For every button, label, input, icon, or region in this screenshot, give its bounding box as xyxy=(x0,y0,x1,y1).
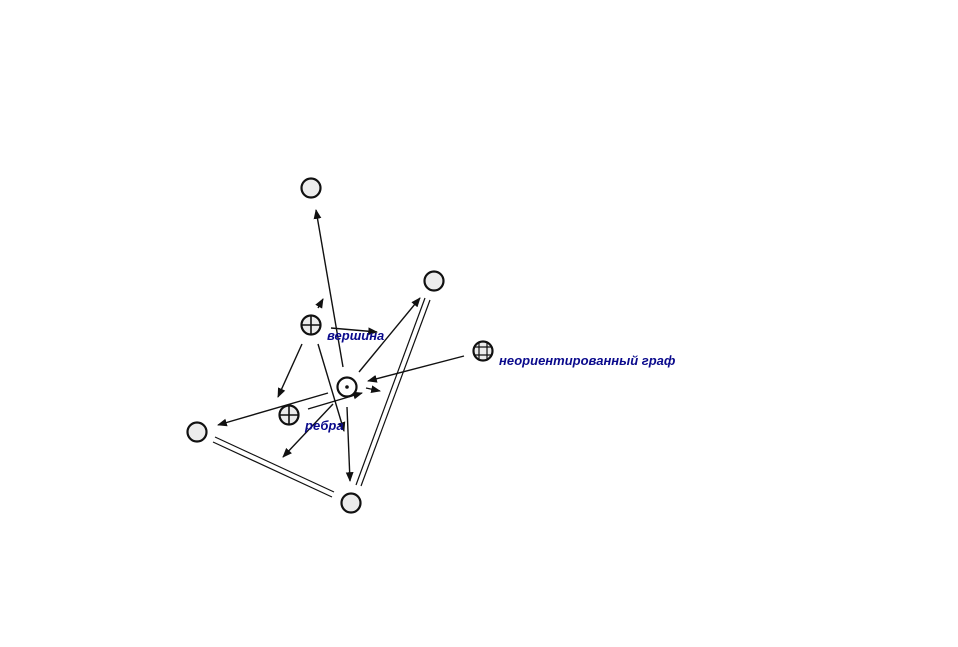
circled-dot-icon xyxy=(336,376,358,398)
double-edge-left-bottom xyxy=(212,436,335,498)
node-top xyxy=(300,177,322,199)
vertex-label: вершина xyxy=(327,328,385,343)
circled-grid-icon xyxy=(472,340,494,362)
undirected-graph-label: неориентированный граф xyxy=(499,353,676,368)
edge-center-to-left xyxy=(217,392,329,427)
edge-center-to-top xyxy=(313,209,344,368)
edges-label: ребра xyxy=(305,418,344,433)
node-bottom xyxy=(340,492,362,514)
edge-cross-to-left-down xyxy=(277,343,303,398)
edge-smallcross-to-center xyxy=(307,391,363,410)
node-left xyxy=(186,421,208,443)
edge-center-to-right-top xyxy=(358,297,421,373)
circled-plus-icon xyxy=(300,314,322,336)
edge-grid-to-center xyxy=(367,355,465,383)
double-edge-bottom-right xyxy=(355,297,431,487)
edge-cross-short-up xyxy=(315,298,324,309)
edge-cross-to-down xyxy=(317,343,346,432)
edge-cross-to-right xyxy=(330,327,378,336)
edge-center-short-right xyxy=(365,385,381,393)
edge-center-to-bottom xyxy=(345,406,354,482)
node-right-top xyxy=(423,270,445,292)
edge-smallcross-to-lower-left xyxy=(282,403,334,458)
circled-plus-icon xyxy=(278,404,300,426)
